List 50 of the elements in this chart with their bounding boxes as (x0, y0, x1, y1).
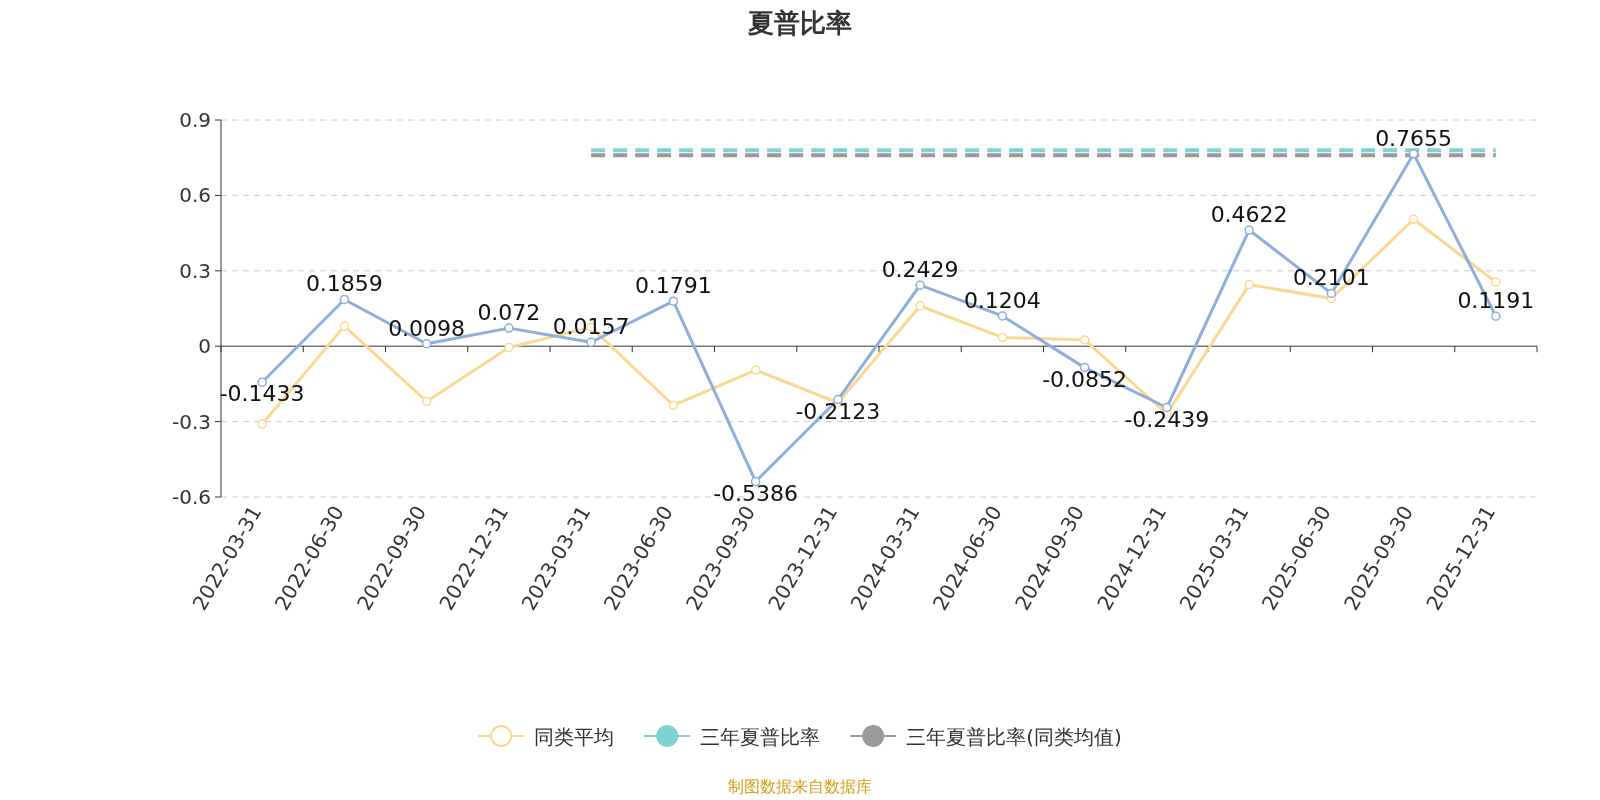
data-label: 0.0098 (388, 315, 466, 341)
data-label: 0.2429 (881, 257, 959, 283)
point (421, 338, 432, 349)
data-label: 0.4622 (1210, 202, 1288, 228)
legend-label: 三年夏普比率(同类均值) (906, 725, 1122, 749)
legend-label: 三年夏普比率 (700, 725, 821, 749)
data-label: 0.2101 (1292, 265, 1370, 291)
point (915, 280, 925, 290)
point (586, 337, 596, 347)
point (997, 332, 1008, 343)
data-label: -0.2123 (795, 398, 881, 424)
point (915, 301, 925, 311)
data-label: -0.5386 (713, 480, 799, 506)
data-label: 0.072 (477, 300, 541, 326)
y-tick-label: 0 (198, 334, 211, 359)
point (1326, 288, 1337, 299)
point (668, 296, 679, 306)
data-label: -0.2439 (1124, 406, 1210, 432)
y-tick-label: -0.6 (171, 485, 211, 509)
point (997, 311, 1008, 321)
chart-title: 夏普比率 (747, 8, 852, 38)
data-label: -0.0852 (1042, 366, 1128, 392)
point (504, 323, 514, 333)
point (339, 294, 350, 305)
point (257, 419, 267, 429)
point (1244, 225, 1254, 235)
point (339, 321, 350, 331)
data-label: 0.1204 (963, 287, 1041, 313)
data-label: 0.7655 (1375, 125, 1453, 151)
point (1491, 277, 1501, 287)
data-label: 0.1859 (305, 271, 383, 297)
y-tick-label: -0.3 (171, 409, 211, 434)
point (1244, 279, 1254, 290)
y-tick-label: 0.9 (179, 108, 211, 132)
point (1408, 149, 1419, 159)
data-label: 0.1191 (1457, 288, 1535, 314)
point (1408, 214, 1419, 225)
y-tick-label: 0.6 (179, 183, 211, 208)
point (504, 342, 514, 353)
point (1079, 335, 1090, 345)
point (1491, 311, 1501, 322)
text: 制图数据来自数据库 (728, 777, 872, 796)
point (750, 365, 761, 375)
point (668, 400, 679, 411)
point (421, 396, 432, 407)
data-label: -0.1433 (219, 381, 305, 407)
data-label: 0.1791 (634, 273, 712, 299)
y-tick-label: 0.3 (179, 258, 211, 283)
data-label: 0.0157 (552, 314, 630, 340)
legend-label: 同类平均 (534, 725, 615, 749)
